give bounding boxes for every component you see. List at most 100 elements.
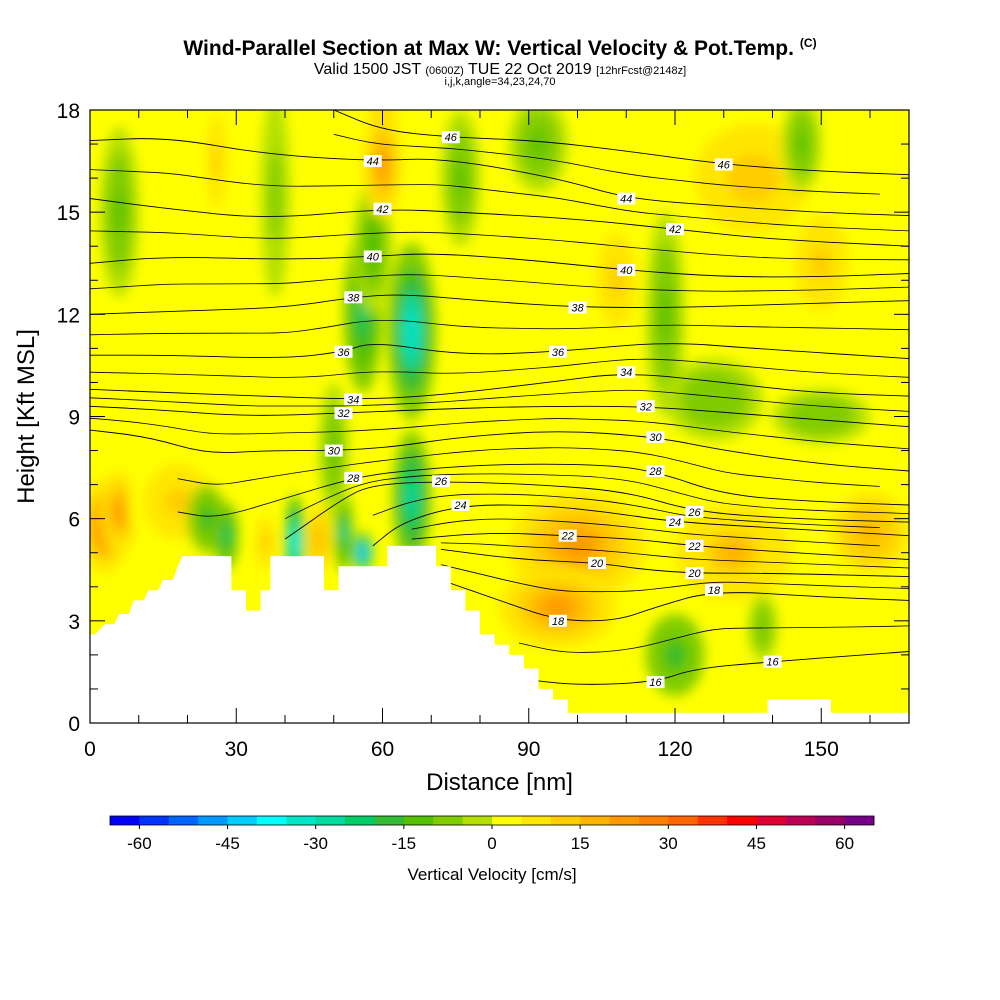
velocity-cell-33	[531, 132, 546, 156]
velocity-cell-28	[811, 246, 831, 281]
velocity-cell-31	[271, 169, 279, 221]
velocity-cell-6	[291, 530, 298, 555]
theta-label-30-0: 30	[324, 444, 343, 458]
colorbar-swatch	[286, 816, 317, 825]
x-tick-label: 60	[371, 738, 394, 761]
theta-contour-22	[411, 532, 909, 560]
velocity-cell-29	[114, 190, 125, 234]
theta-contour-30	[90, 429, 909, 472]
svg-text:44: 44	[367, 156, 379, 168]
valid-date: TUE 22 Oct 2019	[468, 61, 592, 78]
velocity-cell-2	[165, 488, 190, 516]
colorbar-swatch	[374, 816, 405, 825]
valid-utc: (0600Z)	[425, 65, 464, 77]
valid-time: Valid 1500 JST	[313, 61, 421, 78]
theta-label-16-1: 16	[763, 655, 782, 669]
colorbar-swatch	[609, 816, 640, 825]
velocity-cell-7	[316, 530, 323, 548]
y-tick-label: 12	[57, 304, 80, 327]
colorbar-swatch	[345, 816, 375, 825]
colorbar: -60 -45 -30 -15 0 15 30 45 60 Vertical Velocity […	[109, 815, 875, 884]
colorbar-swatch	[844, 816, 875, 825]
theta-label-22-0: 22	[558, 529, 577, 543]
x-tick-label: 0	[84, 738, 96, 761]
colorbar-tick-label: -60	[127, 834, 152, 853]
svg-text:22: 22	[687, 541, 700, 553]
colorbar-swatch	[256, 816, 287, 825]
svg-text:42: 42	[376, 204, 388, 216]
theta-label-16-0: 16	[646, 676, 665, 689]
colorbar-swatch	[815, 816, 846, 825]
theta-label-28-0: 28	[344, 471, 363, 485]
theta-label-32-1: 32	[636, 400, 655, 413]
theta-label-26-1: 26	[685, 505, 704, 519]
theta-label-40-1: 40	[617, 264, 636, 277]
svg-text:34: 34	[347, 394, 359, 406]
colorbar-tick-label: -15	[392, 834, 417, 853]
colorbar-swatch	[756, 816, 787, 825]
y-tick-label: 18	[57, 100, 80, 123]
theta-label-38-1: 38	[568, 301, 587, 315]
theta-contour-42	[90, 198, 909, 247]
velocity-cell-30	[213, 144, 221, 179]
svg-text:40: 40	[620, 265, 633, 277]
theta-contour-34	[90, 374, 909, 400]
theta-contour-minor	[90, 319, 909, 336]
velocity-cell-32	[455, 161, 466, 196]
velocity-cell-10	[406, 481, 417, 516]
theta-contour-minor	[90, 358, 909, 378]
colorbar-swatch	[785, 816, 816, 825]
theta-label-42-0: 42	[373, 202, 392, 216]
svg-text:24: 24	[453, 500, 466, 512]
forecast-info: [12hrFcst@2148z]	[596, 65, 687, 77]
velocity-cell-20	[860, 522, 880, 543]
svg-text:16: 16	[766, 657, 779, 669]
velocity-cell-24	[701, 389, 727, 410]
theta-contour-minor	[372, 493, 880, 528]
velocity-cell-9	[360, 547, 366, 558]
colorbar-tick-label: 45	[747, 834, 766, 853]
x-tick-label: 120	[657, 738, 692, 761]
svg-text:36: 36	[337, 347, 350, 359]
velocity-cell-34	[796, 132, 807, 156]
colorbar-swatch	[110, 816, 140, 825]
potential-temperature-contours: 16 16 18 18 20 20 22 22 24 24 26 26 28 28 30 30 32 32 34 34…	[90, 110, 909, 689]
velocity-cell-11	[405, 309, 418, 354]
colorbar-swatch	[462, 816, 493, 825]
velocity-cell-19	[718, 540, 749, 565]
velocity-cell-26	[738, 164, 768, 192]
theta-contour-46	[333, 110, 909, 176]
colorbar-swatch	[492, 816, 522, 825]
colorbar-swatch	[198, 816, 229, 825]
theta-label-20-1: 20	[685, 567, 704, 580]
colorbar-tick-label: 0	[487, 834, 496, 853]
theta-contour-minor	[440, 542, 909, 569]
svg-text:18: 18	[552, 616, 565, 628]
theta-label-28-1: 28	[646, 464, 665, 478]
velocity-cell-25	[809, 409, 834, 424]
svg-text:44: 44	[620, 194, 632, 206]
chart-title-text: Wind-Parallel Section at Max W: Vertical…	[183, 37, 794, 60]
svg-text:32: 32	[640, 401, 652, 413]
svg-text:22: 22	[561, 531, 574, 543]
svg-text:40: 40	[367, 251, 380, 263]
theta-contour-26	[284, 481, 909, 540]
theta-contour-minor	[411, 518, 880, 547]
svg-text:24: 24	[668, 517, 681, 529]
theta-label-30-1: 30	[646, 430, 665, 444]
theta-contour-minor	[90, 169, 909, 232]
colorbar-swatch	[168, 816, 199, 825]
theta-contour-18	[440, 579, 909, 622]
x-tick-label: 150	[804, 738, 839, 761]
theta-contour-minor	[90, 389, 909, 412]
svg-text:46: 46	[445, 132, 458, 144]
theta-contour-minor	[177, 447, 880, 487]
velocity-cell-23	[660, 288, 671, 340]
theta-contour-minor	[284, 473, 909, 520]
svg-text:32: 32	[337, 408, 349, 420]
theta-contour-38	[90, 294, 909, 315]
theta-label-38-0: 38	[344, 291, 363, 304]
theta-label-46-0: 46	[441, 131, 460, 144]
colorbar-tick-label: 60	[835, 834, 854, 853]
svg-text:46: 46	[718, 159, 731, 171]
